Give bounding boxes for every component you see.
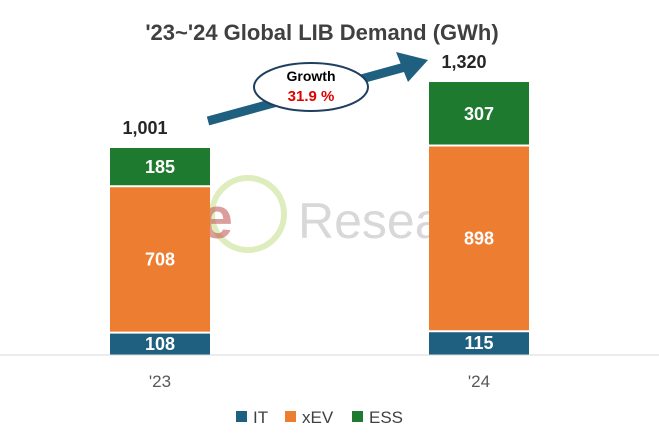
bar-segment (429, 82, 529, 146)
legend-item-label: ESS (369, 408, 403, 427)
bar-segment (429, 331, 529, 355)
legend: IT xEV ESS (236, 408, 403, 427)
bar-segment (110, 186, 210, 333)
data-label: 898 (464, 228, 494, 248)
growth-callout-bubble (253, 62, 369, 112)
legend-swatch (285, 411, 296, 422)
legend-item-label: xEV (302, 408, 334, 427)
data-label: 185 (145, 157, 175, 177)
data-label: 108 (145, 334, 175, 354)
legend-item-label: IT (253, 408, 268, 427)
legend-swatch (236, 411, 247, 422)
growth-value: 31.9 % (288, 88, 335, 105)
chart-title: '23~'24 Global LIB Demand (GWh) (145, 20, 498, 45)
x-tick-label: '24 (468, 372, 490, 391)
watermark-ring (209, 175, 287, 253)
total-label: 1,320 (441, 52, 486, 72)
growth-callout: Growth 31.9 % (253, 62, 369, 112)
data-label: 115 (464, 333, 493, 353)
x-tick-label: '23 (149, 372, 171, 391)
bars: 108 708 185 1,001 115 898 307 1,320 (110, 52, 529, 355)
legend-swatch (352, 411, 363, 422)
growth-label: Growth (287, 68, 336, 84)
total-label: 1,001 (122, 118, 167, 138)
bar-segment (110, 147, 210, 187)
data-label: 307 (464, 104, 494, 124)
bar-segment (429, 145, 529, 332)
bar-segment (110, 332, 210, 355)
data-label: 708 (145, 249, 175, 269)
